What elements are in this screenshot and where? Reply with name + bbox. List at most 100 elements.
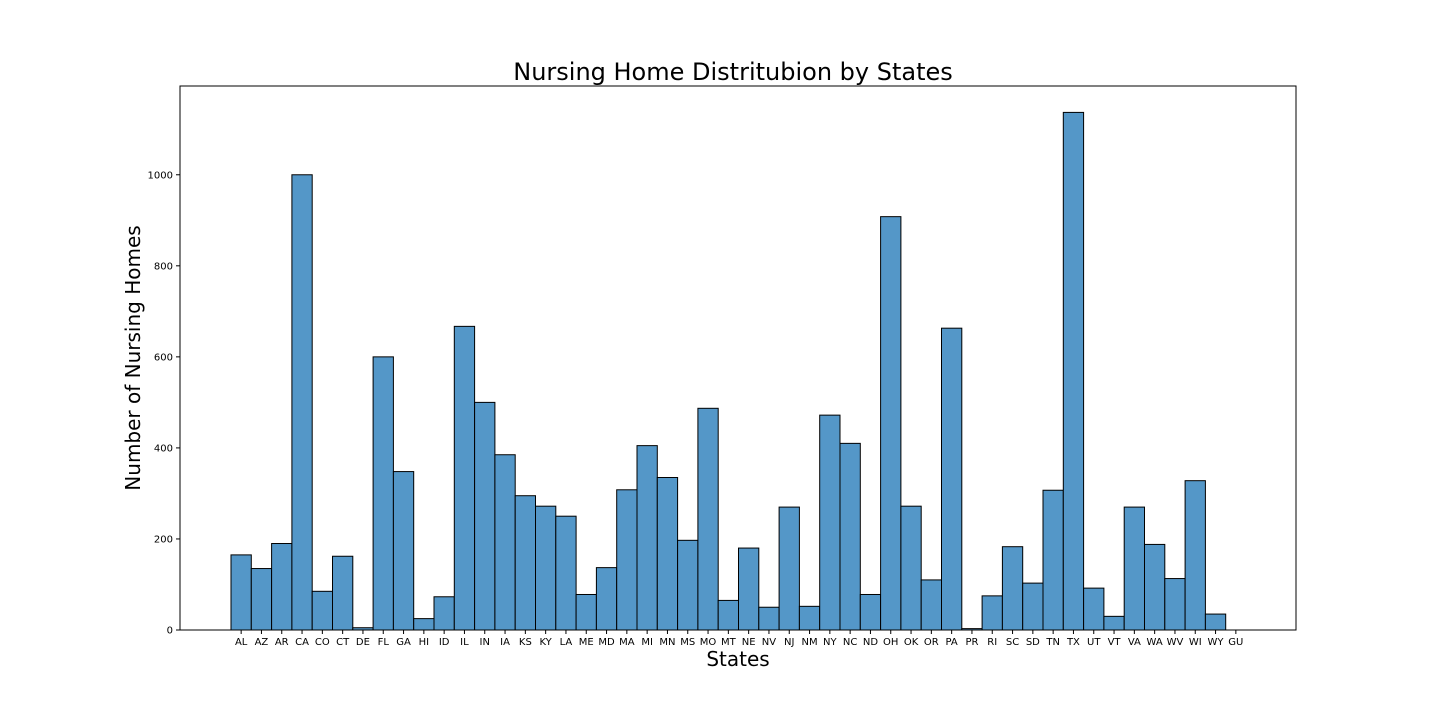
bar-wy — [1204, 613, 1227, 631]
x-tick-label: CO — [315, 637, 330, 648]
y-tick-label: 400 — [154, 443, 173, 454]
bar-in — [474, 401, 496, 631]
bar-nd — [859, 593, 882, 631]
bar-ar — [271, 543, 293, 631]
bar-md — [595, 567, 618, 631]
chart-title: Nursing Home Distritubion by States — [513, 58, 953, 86]
bar-al — [230, 554, 252, 631]
bar-ky — [535, 505, 557, 631]
y-ticks-group: 0 200 400 600 800 1000 — [148, 170, 180, 637]
bar-ms — [677, 539, 699, 631]
bar-wi — [1184, 480, 1206, 631]
x-tick-label: PA — [946, 637, 958, 648]
y-tick-label: 800 — [154, 261, 173, 272]
x-tick-label: WY — [1208, 637, 1225, 648]
bar-tx — [1062, 111, 1085, 631]
bar-sc — [1001, 546, 1024, 631]
x-tick-label: WA — [1147, 637, 1163, 648]
x-tick-label: OK — [904, 637, 919, 648]
bar-me — [575, 593, 597, 631]
x-tick-label: GA — [396, 637, 411, 648]
bar-co — [311, 590, 334, 631]
x-tick-label: MS — [680, 637, 695, 648]
x-tick-label: NE — [742, 637, 756, 648]
y-axis-label: Number of Nursing Homes — [121, 225, 145, 490]
bar-ca — [291, 174, 313, 631]
x-tick-label: WI — [1189, 637, 1202, 648]
x-tick-label: SD — [1026, 637, 1040, 648]
x-tick-label: MT — [721, 637, 737, 648]
plot-frame — [179, 85, 1297, 631]
y-tick-label: 0 — [167, 626, 173, 637]
bar-oh — [880, 216, 902, 631]
x-tick-label: OR — [924, 637, 939, 648]
y-tick-label: 1000 — [148, 170, 173, 181]
x-tick-label: MN — [659, 637, 675, 648]
x-tick-label: CA — [295, 637, 309, 648]
x-tick-label: TX — [1066, 637, 1080, 648]
bar-nc — [839, 442, 861, 631]
x-tick-label: NY — [823, 637, 837, 648]
bar-hi — [413, 618, 435, 631]
x-tick-label: ME — [579, 637, 594, 648]
x-tick-label: MD — [598, 637, 615, 648]
x-tick-label: IN — [480, 637, 490, 648]
x-tick-label: DE — [356, 637, 370, 648]
x-tick-label: FL — [378, 637, 390, 648]
x-tick-label: NV — [762, 637, 776, 648]
bar-az — [250, 568, 273, 631]
x-tick-label: KS — [519, 637, 532, 648]
y-tick-label: 200 — [154, 534, 173, 545]
x-tick-label: LA — [560, 637, 573, 648]
bar-va — [1123, 506, 1145, 631]
bar-ok — [900, 505, 922, 631]
x-tick-label: WV — [1167, 637, 1184, 648]
bar-nm — [798, 605, 821, 631]
x-tick-label: ND — [863, 637, 878, 648]
x-ticks-group: AL AZ AR CA CO CT DE FL GA HI ID IL IN IA KS KY LA ME MD MA… — [235, 630, 1243, 648]
bar-ct — [332, 555, 354, 631]
x-tick-label: UT — [1087, 637, 1101, 648]
bar-sd — [1022, 582, 1044, 631]
bar-ga — [392, 471, 415, 631]
y-tick-label: 600 — [154, 352, 173, 363]
bar-la — [555, 515, 577, 631]
x-tick-label: NJ — [784, 637, 794, 648]
x-tick-label: SC — [1006, 637, 1019, 648]
bar-or — [920, 579, 943, 631]
bar-ne — [738, 547, 760, 631]
bar-pa — [941, 327, 963, 631]
x-tick-label: IL — [460, 637, 469, 648]
x-tick-label: IA — [500, 637, 510, 648]
bar-mi — [636, 445, 658, 631]
x-tick-label: MI — [641, 637, 653, 648]
bar-ri — [981, 595, 1003, 631]
x-tick-label: AR — [275, 637, 289, 648]
bar-wa — [1144, 543, 1166, 631]
x-tick-label: AL — [235, 637, 248, 648]
bar-ia — [494, 454, 516, 631]
x-tick-label: CT — [336, 637, 350, 648]
x-tick-label: GU — [1228, 637, 1243, 648]
x-tick-label: MA — [619, 637, 635, 648]
x-tick-label: KY — [539, 637, 552, 648]
bar-tn — [1042, 489, 1064, 631]
x-tick-label: NC — [843, 637, 857, 648]
bar-il — [453, 325, 476, 631]
x-tick-label: HI — [419, 637, 429, 648]
bar-mo — [697, 407, 719, 631]
bar-nv — [758, 606, 780, 631]
x-tick-label: NM — [801, 637, 817, 648]
x-tick-label: AZ — [255, 637, 269, 648]
bar-mt — [717, 599, 740, 631]
bar-fl — [372, 356, 394, 631]
x-tick-label: RI — [987, 637, 997, 648]
x-tick-label: ID — [439, 637, 450, 648]
bar-wv — [1164, 578, 1186, 631]
bar-id — [433, 596, 455, 631]
bar-ma — [616, 489, 638, 631]
bar-ut — [1083, 587, 1105, 631]
bars-group — [230, 111, 1227, 631]
bar-nj — [778, 506, 800, 631]
